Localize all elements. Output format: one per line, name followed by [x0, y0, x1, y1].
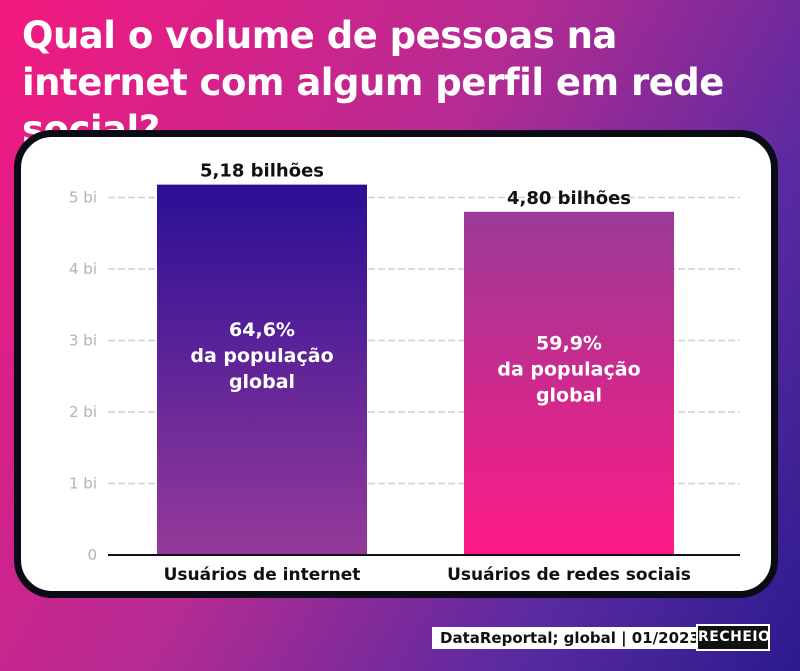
bar-inner-label: global: [536, 384, 602, 406]
y-tick-label: 4 bi: [69, 260, 97, 278]
bar: [464, 211, 674, 556]
category-label: Usuários de internet: [164, 565, 361, 585]
bar-inner-label: da população: [190, 345, 333, 367]
bar-inner-label: global: [229, 371, 295, 393]
y-tick-label: 3 bi: [69, 332, 97, 350]
y-tick-label: 5 bi: [69, 189, 97, 207]
chart-title: Qual o volume de pessoas na internet com…: [22, 14, 724, 151]
category-label: Usuários de redes sociais: [447, 565, 691, 585]
y-tick-label: 1 bi: [69, 475, 97, 493]
bar-inner-label: da população: [497, 358, 640, 380]
y-tick-label: 2 bi: [69, 403, 97, 421]
bar: [157, 184, 367, 555]
bar-inner-label: 59,9%: [536, 332, 602, 354]
bar-inner-label: 64,6%: [229, 319, 295, 341]
brand-logo: RECHEIO: [696, 624, 770, 651]
source-note: DataReportal; global | 01/2023: [432, 627, 708, 649]
value-label: 5,18 bilhões: [200, 161, 324, 182]
y-tick-label: 0: [87, 546, 97, 564]
value-label: 4,80 bilhões: [507, 188, 631, 209]
